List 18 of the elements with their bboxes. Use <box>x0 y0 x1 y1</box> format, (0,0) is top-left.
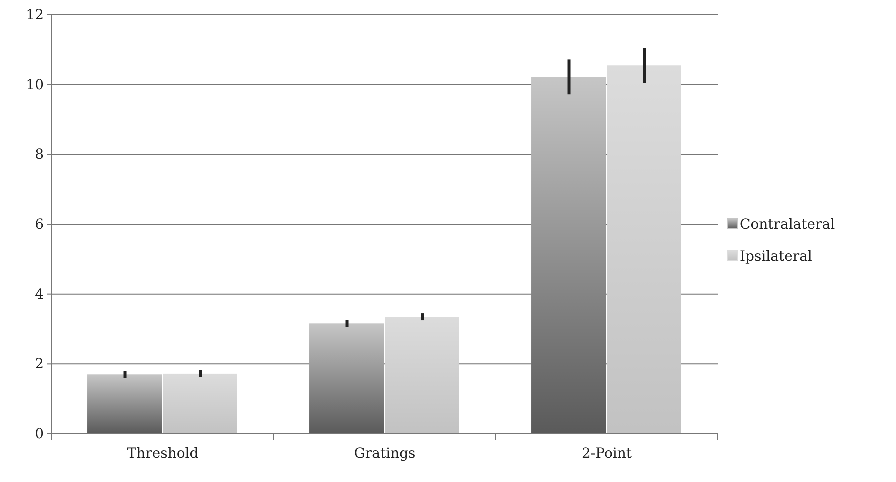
y-tick-label: 0 <box>35 426 44 442</box>
bar <box>88 374 162 434</box>
bar <box>385 317 460 434</box>
legend-label: Ipsilateral <box>740 249 813 265</box>
y-tick-label: 8 <box>35 147 44 164</box>
y-tick-label: 6 <box>35 216 44 233</box>
x-tick-label: 2-Point <box>582 446 632 462</box>
x-tick-label: Threshold <box>127 446 199 462</box>
bar <box>163 374 238 434</box>
y-tick-label: 4 <box>35 286 44 303</box>
bar <box>607 66 682 434</box>
x-tick-label: Gratings <box>354 446 416 462</box>
y-tick-label: 12 <box>26 7 44 24</box>
y-tick-label: 10 <box>26 77 44 94</box>
bar <box>532 77 606 434</box>
y-tick-label: 2 <box>35 356 44 373</box>
legend-label: Contralateral <box>740 217 836 233</box>
bar <box>310 324 384 434</box>
